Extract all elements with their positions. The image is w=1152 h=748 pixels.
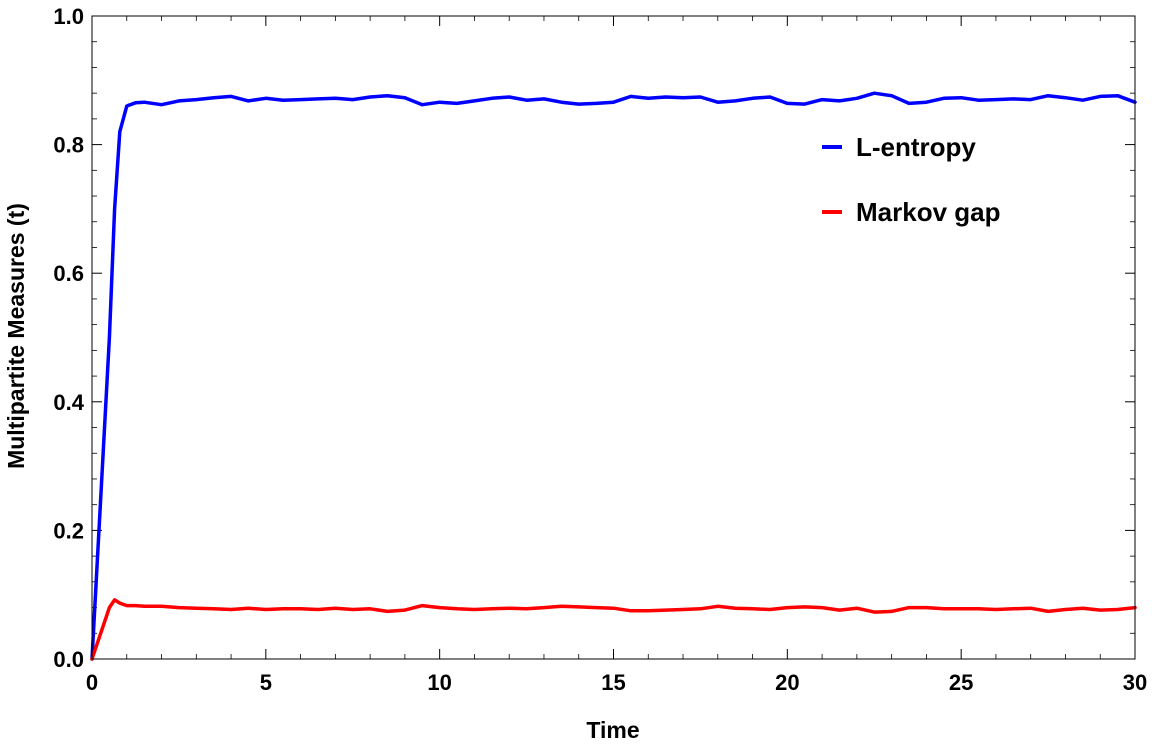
legend-label-l-entropy: L-entropy bbox=[856, 132, 976, 162]
series-line-l-entropy bbox=[90, 91, 1137, 661]
plot-frame bbox=[91, 15, 1136, 660]
x-tick-label: 25 bbox=[949, 670, 973, 695]
data-series bbox=[90, 91, 1137, 661]
x-tick-label: 10 bbox=[427, 670, 451, 695]
axis-tick-labels: 0 5 10 15 20 25 30 0.0 0.2 0.4 0.6 0.8 1.0 bbox=[53, 4, 1147, 695]
x-axis-title: Time bbox=[586, 717, 639, 743]
y-tick-label: 0.2 bbox=[53, 518, 84, 543]
x-tick-label: 15 bbox=[601, 670, 625, 695]
x-tick-label: 5 bbox=[260, 670, 272, 695]
x-tick-label: 20 bbox=[775, 670, 799, 695]
legend-label-markov-gap: Markov gap bbox=[856, 197, 1001, 227]
y-tick-label: 0.4 bbox=[53, 390, 84, 415]
x-tick-label: 0 bbox=[86, 670, 98, 695]
y-tick-label: 1.0 bbox=[53, 4, 84, 29]
x-tick-label: 30 bbox=[1123, 670, 1147, 695]
y-tick-label: 0.8 bbox=[53, 133, 84, 158]
axis-ticks bbox=[91, 15, 1136, 660]
y-tick-label: 0.6 bbox=[53, 261, 84, 286]
y-tick-label: 0.0 bbox=[53, 647, 84, 672]
legend: L-entropy Markov gap bbox=[822, 132, 1001, 227]
y-axis-title: Multipartite Measures (t) bbox=[3, 203, 29, 469]
series-line-markov-gap bbox=[90, 598, 1137, 661]
